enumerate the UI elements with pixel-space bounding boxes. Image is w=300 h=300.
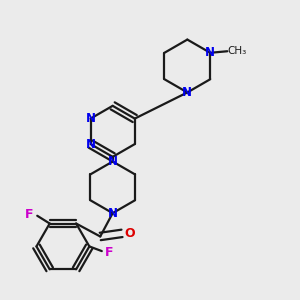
Text: F: F (25, 208, 34, 221)
Text: F: F (105, 246, 113, 259)
Text: N: N (85, 112, 96, 125)
Text: N: N (182, 86, 192, 99)
Text: N: N (108, 155, 118, 168)
Text: CH₃: CH₃ (227, 46, 246, 56)
Text: O: O (124, 227, 135, 240)
Text: N: N (205, 46, 215, 59)
Text: N: N (108, 207, 118, 220)
Text: N: N (85, 138, 96, 151)
